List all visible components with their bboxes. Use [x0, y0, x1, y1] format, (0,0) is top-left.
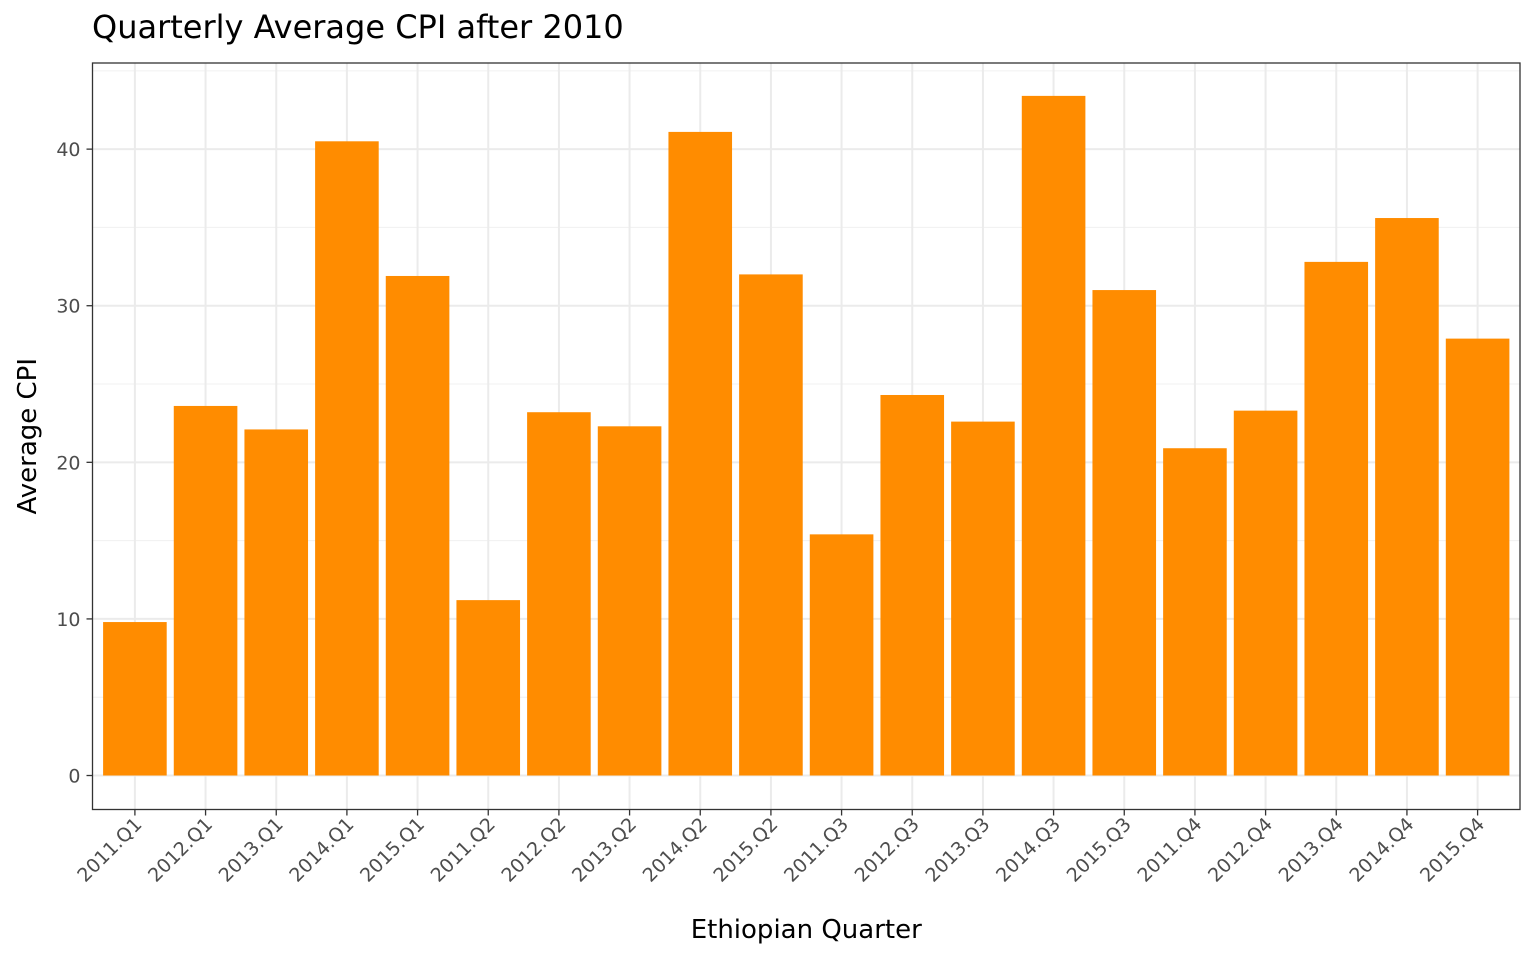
y-tick-label: 0: [68, 766, 80, 788]
bar-2015.Q1: [385, 275, 450, 776]
x-tick-label: 2014.Q1: [285, 813, 358, 886]
x-tick-label: 2013.Q3: [921, 813, 994, 886]
bar-2015.Q2: [739, 274, 803, 776]
bar-2014.Q2: [668, 131, 733, 776]
bar-2012.Q2: [527, 412, 591, 776]
x-tick-label: 2013.Q2: [568, 813, 641, 886]
bar-2011.Q4: [1163, 448, 1227, 776]
x-axis-title: Ethiopian Quarter: [691, 915, 922, 945]
x-tick-label: 2015.Q3: [1063, 813, 1136, 886]
y-axis: 0 10 20 30 40: [56, 139, 93, 788]
bar-2015.Q3: [1092, 290, 1157, 776]
y-tick-label: 30: [56, 296, 80, 318]
bar-2014.Q4: [1375, 218, 1439, 776]
bar-2013.Q1: [244, 429, 309, 776]
x-tick-label: 2015.Q2: [709, 813, 782, 886]
chart-title: Quarterly Average CPI after 2010: [92, 8, 624, 46]
bars: [103, 95, 1510, 776]
bar-2012.Q4: [1233, 410, 1298, 776]
bar-2012.Q1: [173, 405, 238, 776]
panel-border: [91, 62, 1521, 811]
bar-2011.Q1: [103, 622, 167, 776]
y-tick-label: 40: [56, 139, 80, 161]
bar-2014.Q3: [1021, 95, 1086, 776]
bar-2013.Q3: [951, 421, 1015, 776]
x-tick-label: 2015.Q4: [1416, 813, 1489, 886]
x-axis: 2011.Q12012.Q12013.Q12014.Q12015.Q12011.…: [73, 809, 1489, 887]
x-tick-label: 2012.Q2: [497, 813, 570, 886]
x-tick-label: 2012.Q3: [851, 813, 924, 886]
x-tick-label: 2011.Q1: [73, 813, 146, 886]
y-tick-label: 20: [56, 452, 80, 474]
x-tick-label: 2012.Q1: [144, 813, 217, 886]
bar-2011.Q2: [456, 600, 521, 776]
bar-2012.Q3: [880, 394, 945, 776]
bar-2011.Q3: [809, 534, 874, 776]
x-tick-label: 2013.Q1: [215, 813, 288, 886]
x-tick-label: 2014.Q2: [639, 813, 712, 886]
x-tick-label: 2011.Q2: [427, 813, 500, 886]
y-axis-title: Average CPI: [13, 358, 43, 515]
x-tick-label: 2013.Q4: [1275, 813, 1348, 886]
bar-2013.Q2: [597, 426, 662, 776]
x-tick-label: 2014.Q4: [1345, 813, 1418, 886]
bar-2013.Q4: [1304, 261, 1369, 776]
x-tick-label: 2011.Q4: [1133, 813, 1206, 886]
bar-2015.Q4: [1445, 338, 1510, 776]
x-tick-label: 2015.Q1: [356, 813, 429, 886]
bar-2014.Q1: [315, 141, 379, 776]
x-tick-label: 2012.Q4: [1204, 813, 1277, 886]
x-tick-label: 2014.Q3: [992, 813, 1065, 886]
x-tick-label: 2011.Q3: [780, 813, 853, 886]
y-tick-label: 10: [56, 609, 80, 631]
